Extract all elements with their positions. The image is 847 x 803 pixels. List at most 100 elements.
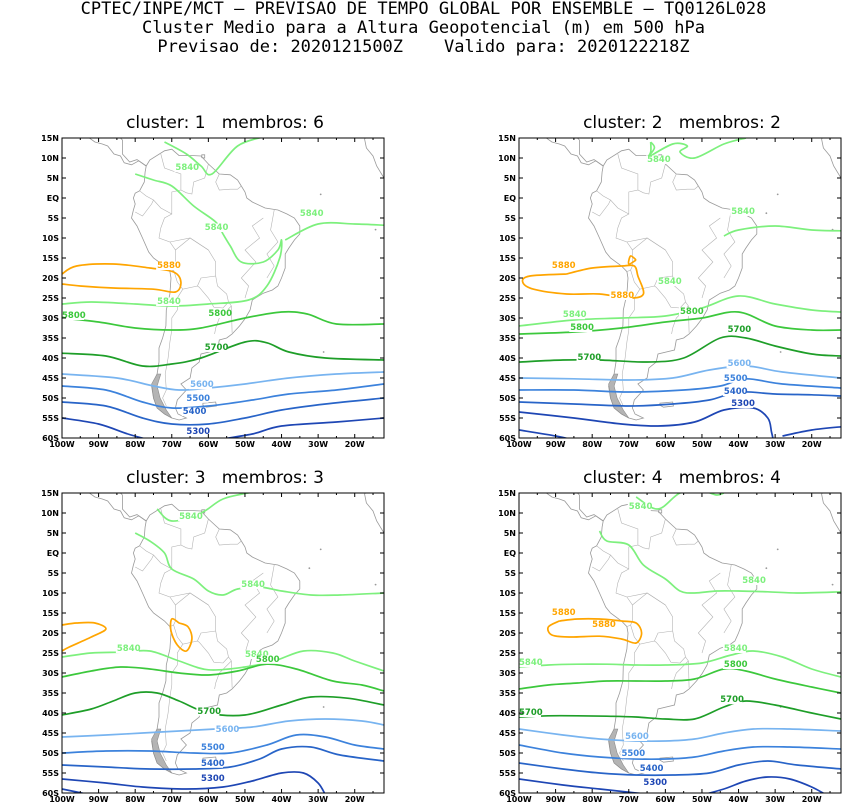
central-america-coastline [119,138,147,167]
contour-line [519,778,645,793]
lon-label: 30W [308,440,328,449]
contour-label: 5880 [552,261,576,271]
central-america-coastline [545,493,604,522]
island [339,133,341,135]
island [336,129,338,131]
contour-label: 5840 [563,310,587,320]
lon-label: 50W [235,440,255,449]
contour-label: 5840 [658,277,682,287]
country-border [671,656,689,690]
lat-label: 20S [499,274,516,283]
map-frame [61,492,385,794]
contour-label: 5300 [201,774,225,784]
caribbean-island [182,124,188,126]
contour-label-bg [741,576,765,585]
contour-line [519,335,841,363]
contour-label-bg [722,374,746,383]
lon-label: 20W [802,440,822,449]
country-border [626,592,666,606]
lat-label: 10N [498,509,516,518]
lon-label: 40W [272,795,292,803]
contour-label-bg [200,759,224,768]
contour-label-bg [174,163,198,172]
lon-label: 80W [125,440,145,449]
contour-label-bg [214,725,238,735]
contour-label-bg [156,261,180,270]
map-panel-3: 5840584058405840580057005600550054005300… [41,479,385,803]
lon-label: 20W [345,440,365,449]
caribbean-island [658,509,663,514]
lat-label: 10S [499,589,516,598]
contour-label-bg [519,658,541,667]
country-border [215,173,242,191]
contour-label: 5700 [728,325,752,335]
map-panel-4: 5840 5840 5880 5880 5840 5840 5800 5700 5700 5600… [498,479,842,803]
chile-archipelago [608,373,630,419]
lon-label: 70W [162,440,182,449]
caribbean-island [639,479,645,481]
lon-label: 80W [582,440,602,449]
contour-label-bg [657,277,681,286]
header-line-1: CPTEC/INPE/MCT – PREVISAO DE TEMPO GLOBA… [80,0,767,19]
island [831,583,834,586]
country-border [637,518,666,550]
country-border [139,153,182,215]
lat-label: 20S [42,274,59,283]
contour-label: 5500 [621,749,645,759]
lon-label: 80W [582,795,602,803]
island [776,548,779,551]
lat-label: 10N [498,154,516,163]
panel-3-title: cluster: 3 membros: 3 [126,468,324,488]
lat-label: 20S [499,629,516,638]
lat-label: 40S [42,354,59,363]
contour-label-bg [185,427,209,436]
country-border [135,199,154,217]
lat-label: 45S [42,374,59,383]
contour-label-bg [627,502,651,511]
country-border [231,305,233,333]
country-border [672,528,699,546]
contour-label-bg [591,620,615,629]
contour-line [62,788,86,793]
lat-label: 15N [498,134,516,143]
lon-label: 20W [802,795,822,803]
contour-label: 5800 [62,311,86,321]
country-border [266,564,279,634]
contour-line [723,225,841,237]
island [796,133,798,135]
island [779,351,782,353]
lon-label: 50W [235,795,255,803]
contour-label-bg [679,307,702,316]
island [319,548,322,551]
lon-label: 60W [198,440,218,449]
lat-label: 20S [42,629,59,638]
lon-label: 40W [729,795,749,803]
contour-label: 5840 [742,576,766,586]
lat-label: 15S [42,609,59,618]
lon-label: 90W [89,440,109,449]
contour-line [62,771,326,793]
contour-label-bg [722,660,746,669]
island [308,567,311,570]
lon-label: 90W [546,440,566,449]
contour-line [62,417,146,438]
contour-label: 5600 [625,732,649,742]
lat-label: 10N [41,154,59,163]
lon-label: 90W [546,795,566,803]
caribbean-island [201,509,206,514]
country-border [180,518,209,550]
country-border [619,289,641,407]
contour-line [519,667,841,694]
lon-label: 100W [49,795,75,803]
africa-coastline [364,493,384,534]
contour-label: 5700 [205,343,229,353]
contour-label: 5840 [519,658,543,668]
island [374,228,377,231]
country-border [197,275,229,309]
south-america-coastline [588,503,758,776]
contour-line [169,617,193,653]
contour-label: 5600 [216,725,240,735]
country-border [654,630,686,664]
caribbean-island [182,479,188,481]
contour-label: 5700 [578,353,602,363]
